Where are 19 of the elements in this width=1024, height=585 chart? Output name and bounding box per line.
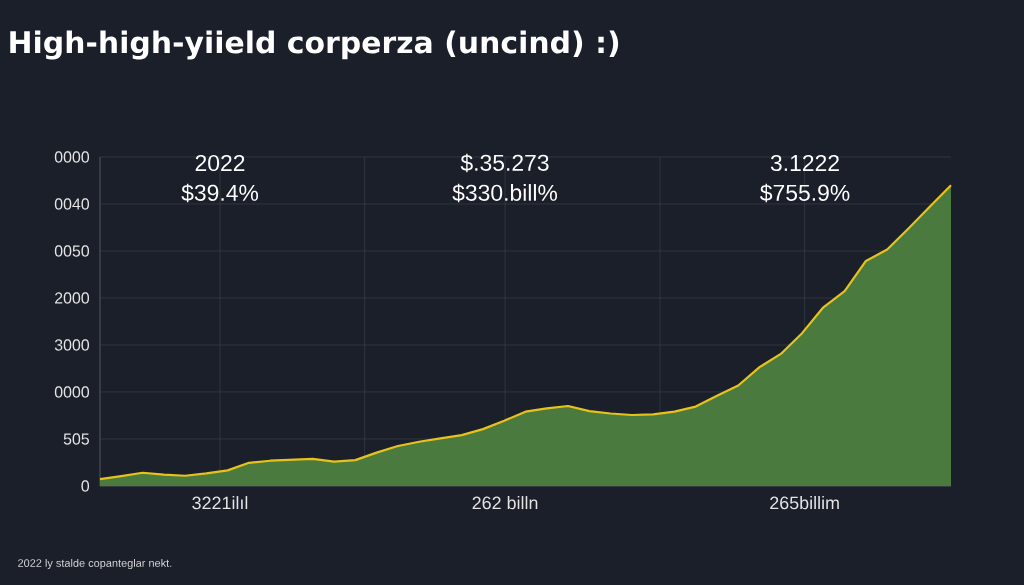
text: 2000 bbox=[55, 292, 90, 304]
annotation: $755.9% bbox=[760, 183, 850, 203]
text: 265billim bbox=[770, 496, 839, 510]
text: 505 bbox=[63, 433, 89, 445]
annotation: $330.bill% bbox=[452, 183, 558, 203]
text: 2022 bbox=[195, 154, 245, 172]
annotation: $39.4% bbox=[181, 183, 259, 203]
text: 0000 bbox=[54, 386, 90, 398]
text: 3000 bbox=[54, 339, 90, 351]
text: $.35.273 bbox=[460, 153, 549, 173]
text: 0000 bbox=[54, 151, 90, 163]
text: 2022 ly stalde copanteglar nekt. bbox=[18, 558, 172, 570]
chart-title: High-high-yiield corperza (uncind) :) bbox=[10, 30, 619, 60]
text: 3.1222 bbox=[770, 154, 839, 172]
text: 0040 bbox=[54, 198, 90, 210]
text: 262 billn bbox=[472, 496, 538, 510]
text: 0050 bbox=[54, 245, 90, 257]
text: 0 bbox=[81, 480, 90, 492]
text: 3221ilıl bbox=[192, 496, 248, 510]
